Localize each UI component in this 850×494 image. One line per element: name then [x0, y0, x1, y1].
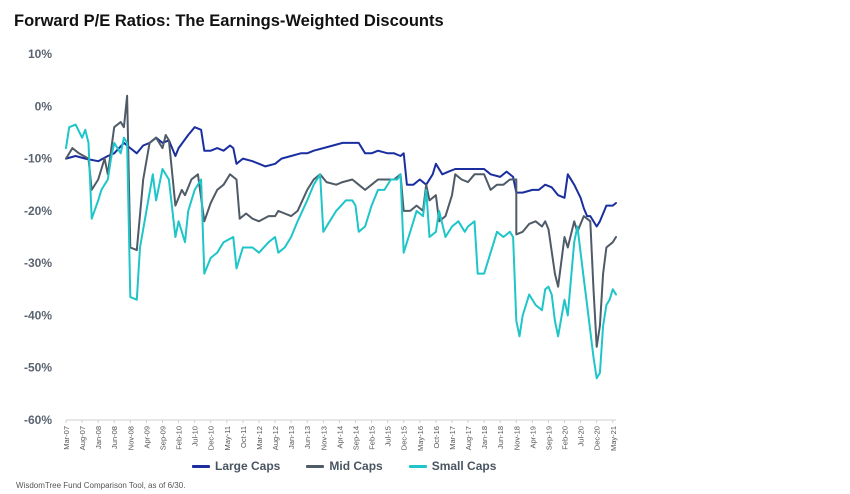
- series-line-small-caps: [65, 123, 617, 380]
- legend-item-mid-caps: Mid Caps: [306, 459, 383, 473]
- y-tick-label: -20%: [24, 204, 52, 218]
- y-tick-label: -50%: [24, 361, 52, 375]
- series-layer: [65, 94, 617, 380]
- x-tick-label: May-21: [609, 426, 618, 451]
- x-tick-label: Jun-18: [496, 426, 505, 449]
- legend-label-large-caps: Large Caps: [215, 459, 281, 473]
- x-tick-label: Jun-13: [303, 426, 312, 449]
- series-line-mid-caps: [65, 94, 617, 348]
- x-tick-label: Feb-15: [368, 426, 377, 450]
- x-tick-label: Feb-20: [561, 426, 570, 450]
- x-tick-label: Aug-12: [271, 426, 280, 450]
- x-tick-label: Jan-13: [287, 426, 296, 449]
- x-tick-label: Jun-08: [110, 426, 119, 449]
- y-tick-label: -30%: [24, 256, 52, 270]
- legend-label-mid-caps: Mid Caps: [329, 459, 383, 473]
- legend-item-small-caps: Small Caps: [408, 459, 497, 473]
- x-tick-label: Nov-08: [126, 426, 135, 450]
- x-tick-label: Dec-10: [207, 426, 216, 450]
- x-tick-label: Jul-10: [191, 426, 200, 446]
- legend-swatch-large-caps: [192, 464, 210, 468]
- x-tick-label: Apr-14: [335, 426, 344, 449]
- x-tick-label: Dec-20: [593, 426, 602, 450]
- x-tick-label: Nov-13: [319, 426, 328, 450]
- x-tick-label: May-16: [416, 426, 425, 451]
- x-tick-label: Mar-07: [62, 426, 71, 450]
- legend-swatch-small-caps: [408, 464, 427, 468]
- x-tick-label: Jul-15: [384, 426, 393, 446]
- x-tick-label: Mar-12: [255, 426, 264, 450]
- chart-title: Forward P/E Ratios: The Earnings-Weighte…: [14, 12, 444, 30]
- y-tick-label: -60%: [24, 413, 52, 427]
- y-tick-label: -40%: [24, 308, 52, 322]
- chart-legend: Large Caps Mid Caps Small Caps: [192, 459, 496, 473]
- y-tick-label: -10%: [24, 152, 52, 166]
- x-tick-label: May-11: [223, 426, 232, 450]
- x-tick-label: Jan-18: [480, 426, 489, 449]
- x-tick-label: Jul-20: [577, 426, 586, 446]
- x-tick-label: Mar-17: [448, 426, 457, 450]
- x-tick-label: Sep-19: [544, 426, 553, 450]
- legend-item-large-caps: Large Caps: [192, 459, 280, 473]
- source-note: WisdomTree Fund Comparison Tool, as of 6…: [16, 481, 186, 490]
- x-tick-label: Apr-09: [142, 426, 151, 449]
- y-axis-ticks: 10% 0% -10% -20% -30% -40% -50% -60%: [24, 47, 52, 427]
- y-tick-label: 10%: [28, 47, 52, 61]
- series-line-large-caps: [65, 126, 617, 228]
- legend-label-small-caps: Small Caps: [431, 459, 497, 473]
- x-tick-label: Jan-08: [94, 426, 103, 449]
- x-tick-label: Sep-09: [158, 426, 167, 450]
- x-tick-label: Oct-11: [239, 426, 248, 448]
- legend-swatch-mid-caps: [306, 464, 325, 468]
- x-tick-label: Oct-16: [432, 426, 441, 449]
- x-tick-label: Aug-17: [464, 426, 473, 450]
- y-tick-label: 0%: [35, 99, 53, 113]
- x-axis: Mar-07 Aug-07 Jan-08 Jun-08 Nov-08 Apr-09 Sep-…: [62, 419, 618, 451]
- x-tick-label: Aug-07: [78, 426, 87, 450]
- x-tick-label: Sep-14: [351, 426, 360, 450]
- x-tick-label: Dec-15: [400, 426, 409, 450]
- x-tick-label: Nov-18: [512, 426, 521, 450]
- x-tick-label: Feb-10: [175, 426, 184, 450]
- x-tick-label: Apr-19: [528, 426, 537, 449]
